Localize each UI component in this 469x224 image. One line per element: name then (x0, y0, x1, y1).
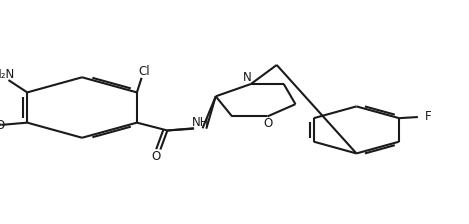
Text: O: O (0, 118, 5, 132)
Text: N: N (243, 71, 251, 84)
Text: O: O (263, 117, 272, 130)
Text: H₂N: H₂N (0, 68, 15, 81)
Text: F: F (425, 110, 432, 123)
Text: NH: NH (191, 116, 209, 129)
Text: Cl: Cl (138, 65, 150, 78)
Text: O: O (151, 150, 160, 163)
